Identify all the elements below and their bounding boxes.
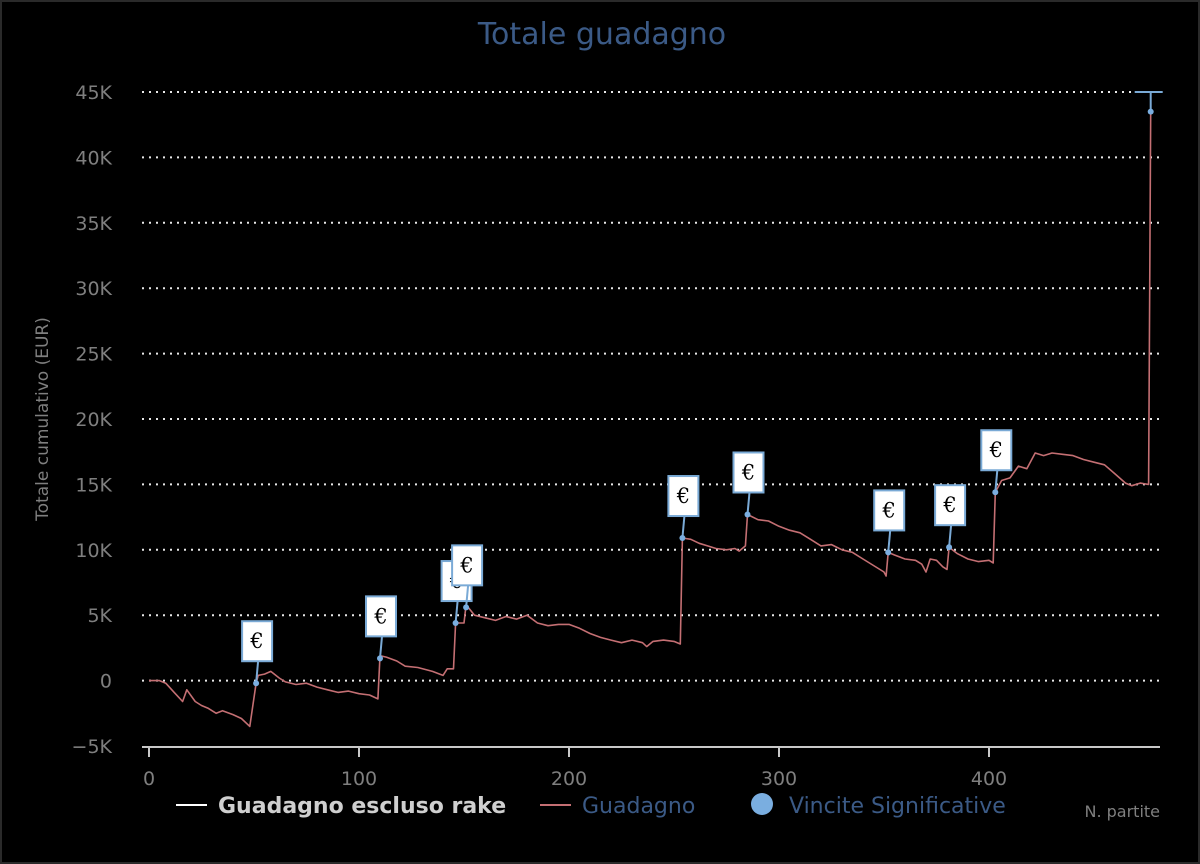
flag-box: [873, 489, 906, 532]
y-tick-label: 0: [100, 671, 112, 693]
euro-icon: €: [676, 484, 690, 508]
legend-label-vincite-significative: Vincite Significative: [789, 794, 1006, 819]
legend-item-guadagno-escluso-rake[interactable]: Guadagno escluso rake: [176, 794, 506, 819]
flag-pole: [948, 525, 953, 548]
flag-box: [980, 429, 1013, 472]
y-tick-label: 20K: [75, 409, 112, 431]
x-axis-label: N. partite: [1084, 802, 1160, 821]
legend: Guadagno escluso rake Guadagno Vincite S…: [176, 793, 1006, 819]
significant-win-flag[interactable]: €: [873, 489, 906, 556]
flag-box: [241, 620, 274, 663]
euro-icon: €: [249, 629, 263, 653]
flag-box: [732, 451, 765, 494]
flag-point: [946, 544, 953, 551]
x-tick-label: 400: [971, 768, 1007, 790]
flag-pole: [681, 515, 686, 539]
significant-wins-markers[interactable]: €€€€€€€€€: [241, 91, 1163, 687]
flag-pole: [255, 661, 260, 684]
y-tick-label: 35K: [75, 213, 112, 235]
x-tick-label: 0: [143, 768, 155, 790]
y-tick-label: 15K: [75, 474, 112, 496]
y-axis: −5K 0 5K 10K 15K 20K 25K 30K 35K 40K 45K: [72, 82, 113, 758]
series-guadagno[interactable]: [149, 110, 1153, 728]
flag-point: [463, 604, 470, 611]
significant-win-flag[interactable]: €: [451, 544, 484, 611]
flag-point: [744, 511, 751, 518]
significant-win-flag[interactable]: €: [667, 475, 700, 542]
legend-item-vincite-significative[interactable]: Vincite Significative: [751, 793, 1006, 819]
euro-icon: €: [459, 553, 473, 577]
flag-point: [1147, 108, 1154, 115]
euro-icon: €: [942, 493, 956, 517]
y-tick-label: 10K: [75, 540, 112, 562]
chart-title: Totale guadagno: [477, 17, 726, 52]
x-tick-label: 200: [551, 768, 587, 790]
flag-point: [377, 655, 383, 662]
gridlines: [142, 91, 1160, 682]
legend-circle-icon: [751, 793, 773, 815]
flag-point: [885, 549, 892, 556]
flag-pole: [994, 470, 999, 493]
flag-point: [679, 535, 686, 542]
significant-win-flag[interactable]: €: [365, 595, 397, 662]
series-line-guadagno[interactable]: [149, 110, 1153, 728]
significant-win-flag[interactable]: €: [934, 484, 967, 551]
flag-pole: [465, 585, 470, 608]
legend-label-guadagno: Guadagno: [582, 794, 695, 819]
flag-box: [451, 544, 484, 587]
flag-pole: [887, 530, 892, 553]
y-tick-label: 40K: [75, 147, 112, 169]
y-tick-label: −5K: [72, 736, 113, 758]
flag-point: [992, 489, 999, 496]
x-axis: 0 100 200 300 400: [142, 746, 1160, 790]
y-axis-label: Totale cumulativo (EUR): [33, 317, 53, 522]
euro-icon: €: [882, 498, 896, 522]
euro-icon: €: [741, 460, 755, 484]
y-tick-label: 45K: [75, 82, 112, 104]
significant-win-flag[interactable]: €: [732, 451, 765, 518]
significant-win-flag[interactable]: [1134, 91, 1163, 115]
flag-point: [452, 620, 459, 627]
flag-box: [934, 484, 967, 527]
flag-point: [253, 680, 260, 687]
flag-box: [667, 475, 700, 518]
flag-pole: [379, 636, 383, 659]
x-tick-label: 300: [761, 768, 797, 790]
significant-win-flag[interactable]: €: [980, 429, 1013, 496]
flag-pole: [746, 492, 751, 515]
flag-pole: [454, 600, 459, 624]
euro-icon: €: [373, 604, 387, 628]
euro-icon: €: [989, 438, 1003, 462]
x-tick-label: 100: [341, 768, 377, 790]
y-tick-label: 25K: [75, 344, 112, 366]
legend-label-guadagno-escluso-rake: Guadagno escluso rake: [218, 794, 506, 819]
legend-item-guadagno[interactable]: Guadagno: [540, 794, 695, 819]
y-tick-label: 5K: [87, 605, 112, 627]
y-tick-label: 30K: [75, 278, 112, 300]
flag-box: [365, 595, 397, 638]
significant-win-flag[interactable]: €: [241, 620, 274, 687]
